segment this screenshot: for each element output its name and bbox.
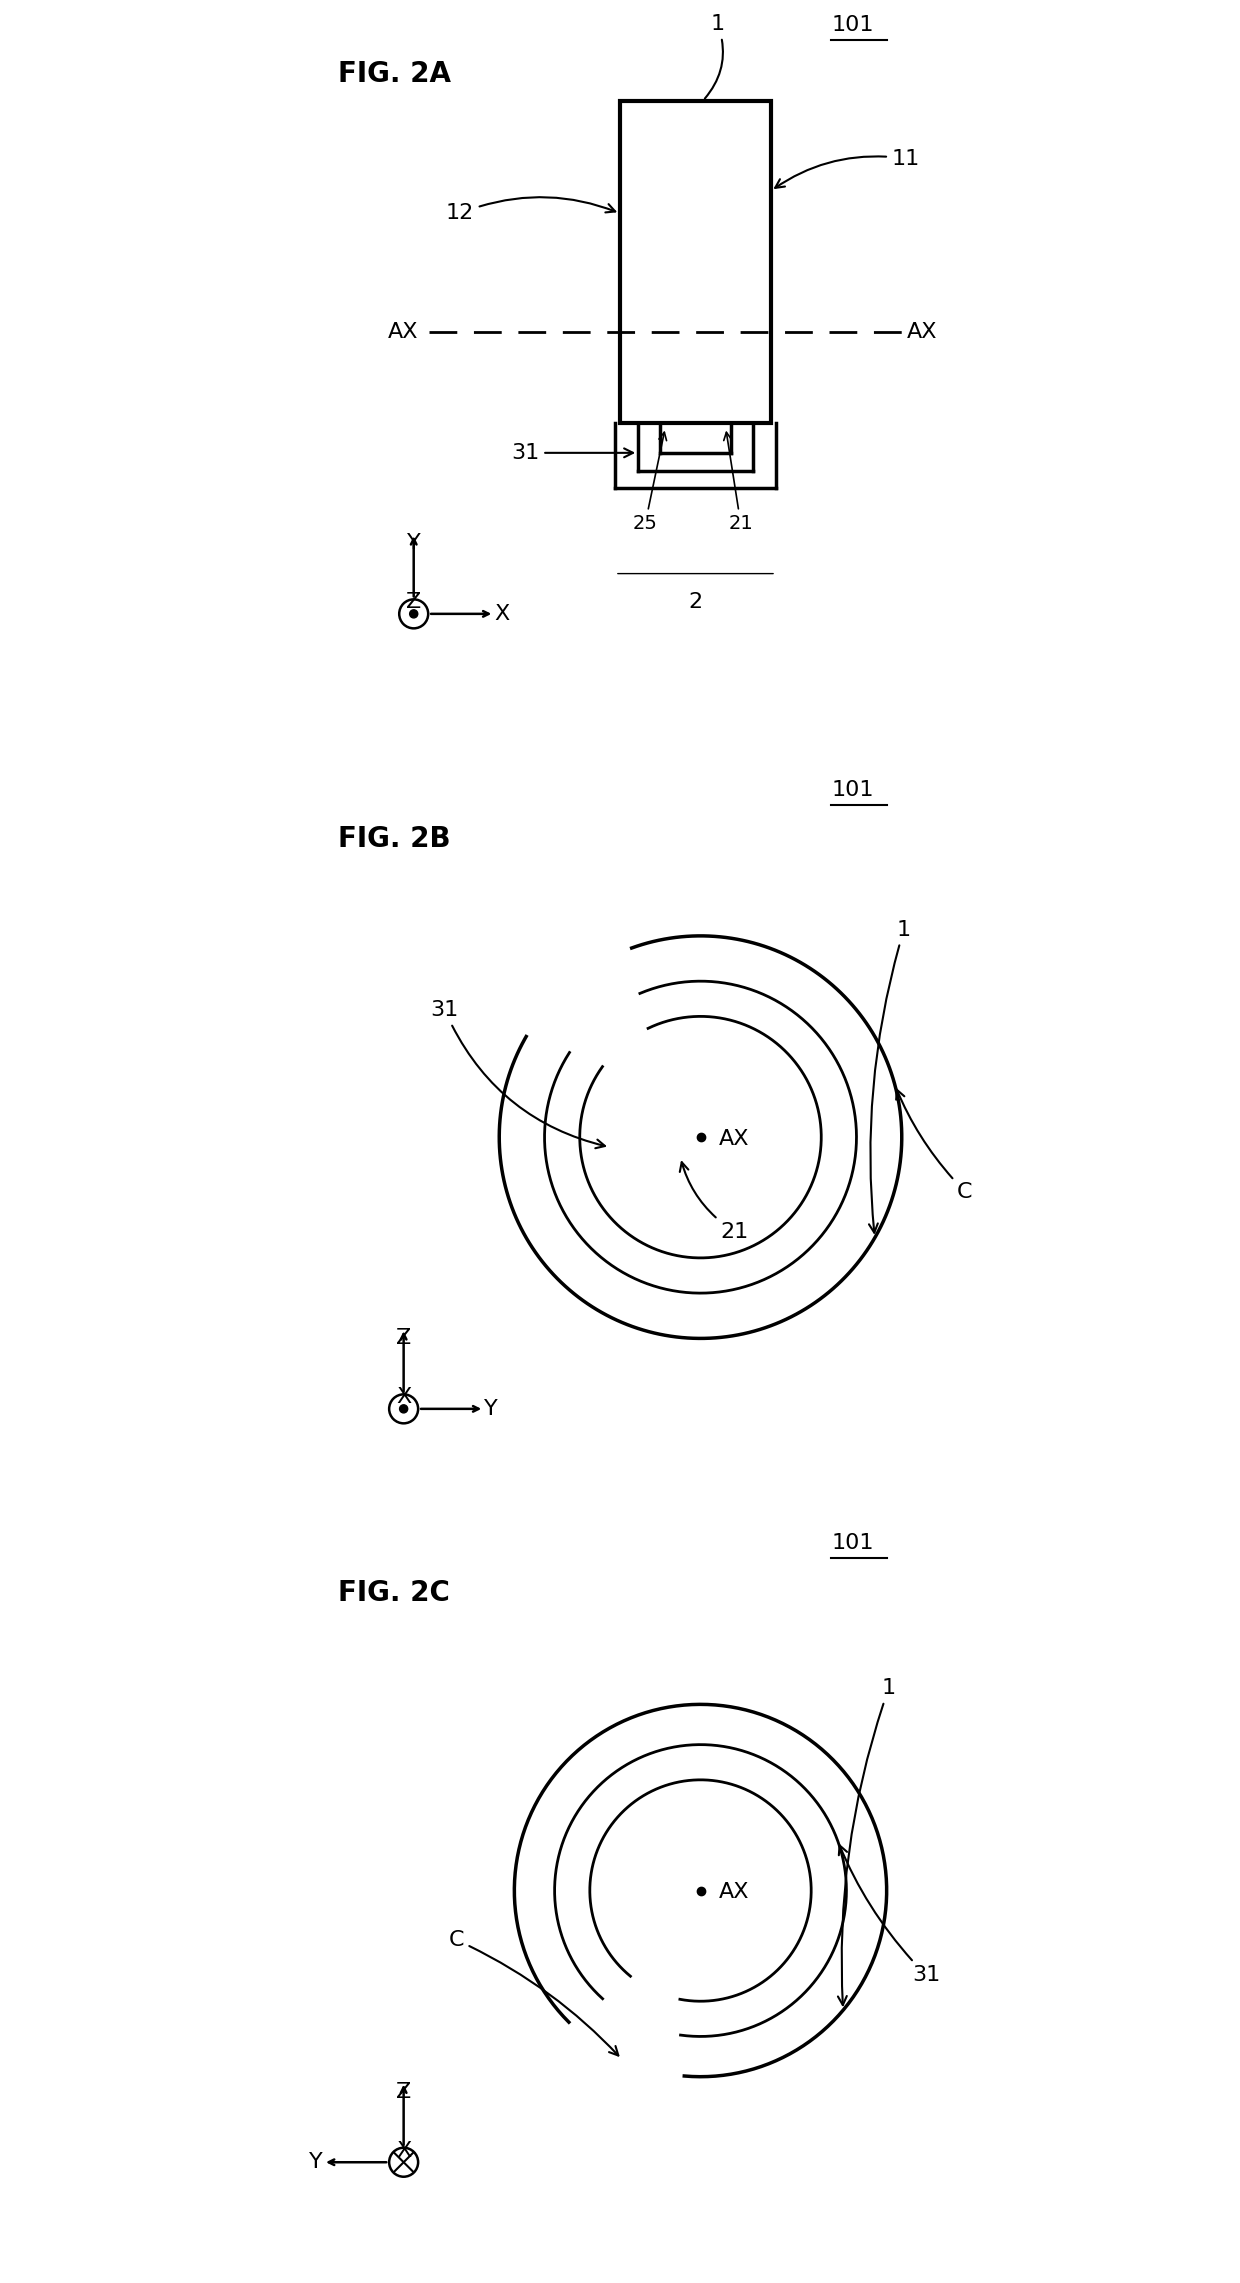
Text: 101: 101 [831,1534,874,1552]
Circle shape [409,610,418,619]
Text: C: C [449,1929,619,2055]
Text: Z: Z [405,591,422,612]
Text: X: X [495,605,510,623]
Text: 31: 31 [430,1000,605,1148]
Text: 11: 11 [775,148,920,187]
Text: Y: Y [407,534,420,552]
Text: FIG. 2C: FIG. 2C [339,1578,450,1607]
Bar [620,100,771,422]
Text: 31: 31 [838,1845,940,1986]
Text: AX: AX [906,322,937,342]
Text: X: X [396,2141,412,2160]
Text: 25: 25 [632,431,667,534]
Text: 21: 21 [724,431,753,534]
Text: FIG. 2B: FIG. 2B [339,824,451,854]
Text: AX: AX [388,322,419,342]
Circle shape [399,1404,408,1413]
Text: 12: 12 [446,196,615,224]
Text: Y: Y [309,2153,324,2171]
Text: AX: AX [719,1130,749,1148]
Text: Y: Y [484,1399,498,1418]
Text: 1: 1 [704,14,724,98]
Text: FIG. 2A: FIG. 2A [339,59,451,89]
Text: 101: 101 [831,16,874,34]
Text: 101: 101 [831,781,874,799]
Text: 2: 2 [688,591,703,612]
Text: 31: 31 [511,443,632,463]
Text: Z: Z [396,1329,412,1349]
Text: Z: Z [396,2082,412,2103]
Text: 1: 1 [838,1678,895,2004]
Text: C: C [897,1089,972,1201]
Text: 1: 1 [869,920,911,1233]
Text: X: X [396,1388,412,1406]
Text: AX: AX [719,1883,749,1902]
Text: 21: 21 [680,1162,749,1242]
